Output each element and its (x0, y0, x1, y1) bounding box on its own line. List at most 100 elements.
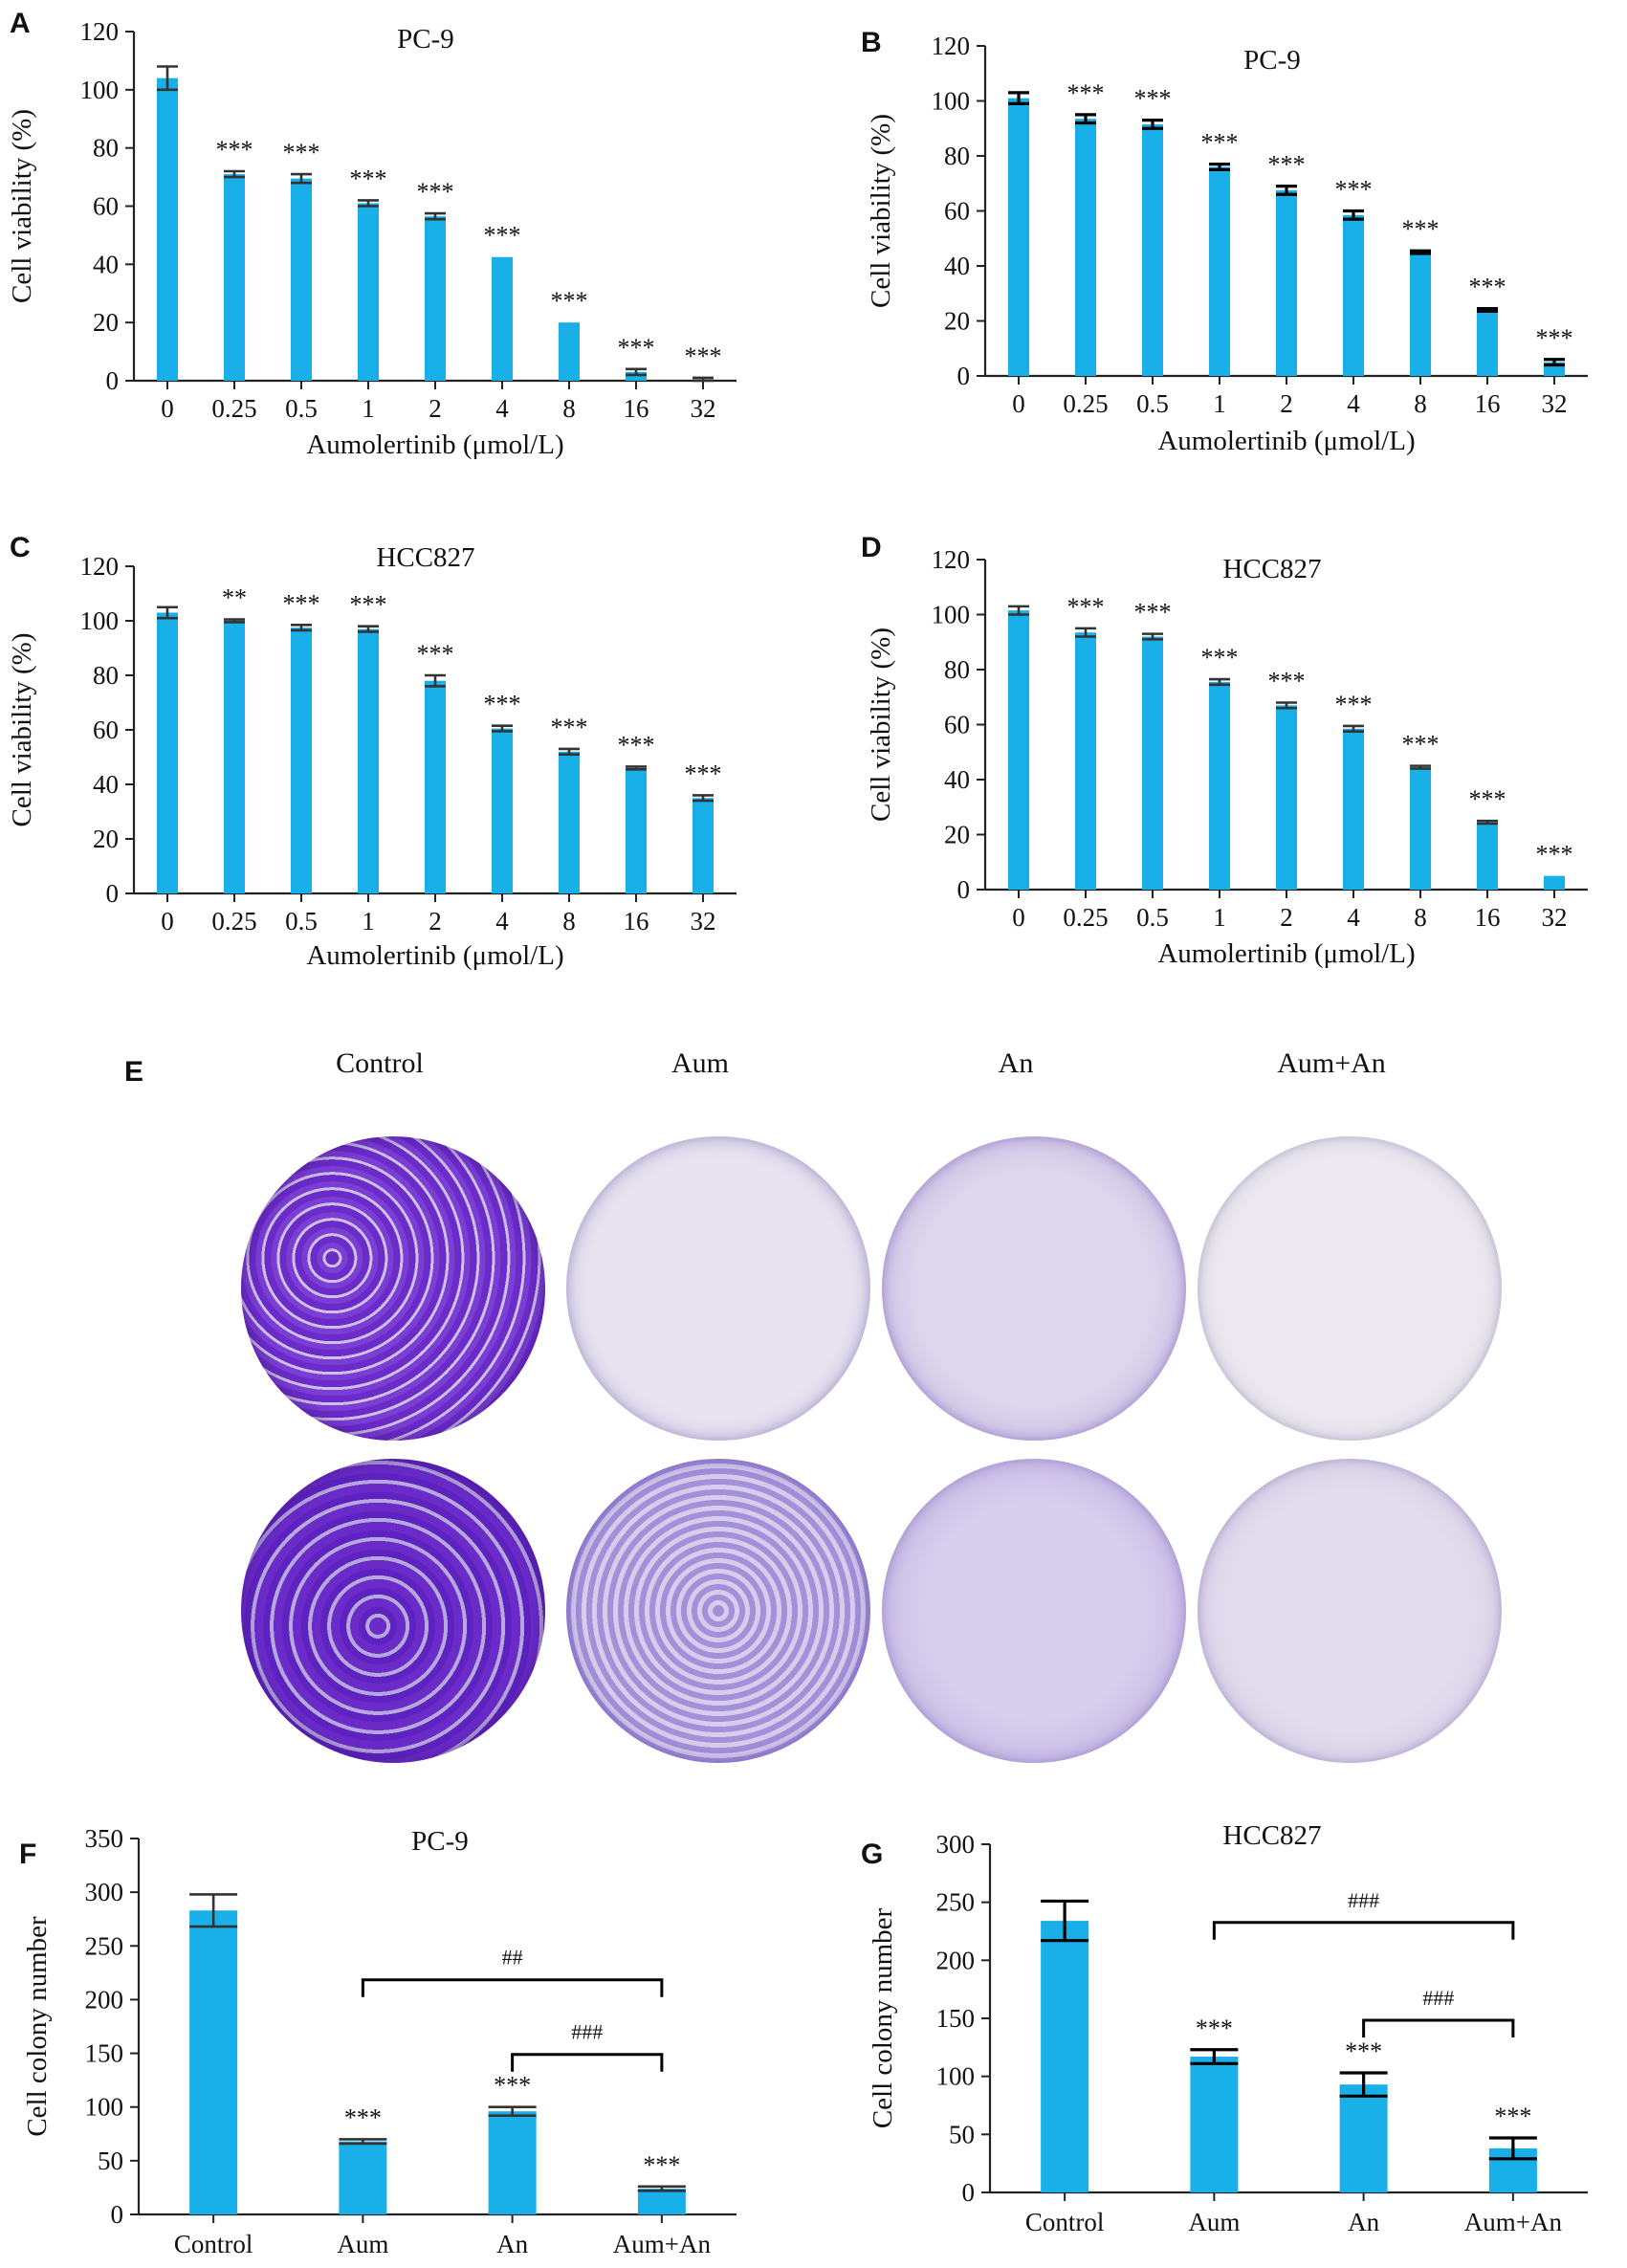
error-bar (224, 618, 245, 624)
x-tick-label: Aum+An (1464, 2208, 1563, 2236)
error-bar (1276, 701, 1297, 710)
error-bar (1041, 1899, 1089, 1943)
colony-formation-panel: Control Aum An Aum+An PC-9 HCC827 (220, 1047, 1540, 1774)
significance-mark: *** (283, 139, 320, 166)
chart-title: HCC827 (1222, 554, 1321, 584)
error-bar (425, 673, 446, 688)
panel-letter-g: G (861, 1839, 884, 1870)
y-tick-label: 0 (106, 879, 120, 908)
y-tick-label: 0 (957, 362, 971, 390)
y-tick-label: 200 (85, 1985, 124, 2014)
significance-mark: *** (216, 136, 253, 164)
significance-mark: *** (618, 334, 655, 362)
y-tick-label: 60 (944, 711, 970, 739)
colony-column-aum-an: Aum+An (1277, 1047, 1386, 1079)
x-tick-label: 32 (1542, 903, 1568, 932)
significance-mark: *** (1268, 668, 1306, 695)
significance-bracket: ## (361, 1946, 664, 1997)
y-tick-label: 120 (932, 32, 971, 60)
significance-mark: *** (1335, 176, 1373, 204)
x-tick-label: 32 (691, 394, 716, 423)
dish-hcc827-control (241, 1459, 545, 1763)
y-tick-label: 120 (80, 17, 120, 46)
x-tick-label: 0.5 (285, 394, 318, 423)
significance-mark: ** (222, 584, 247, 612)
y-tick-label: 80 (93, 134, 119, 163)
dish-hcc827-aum (566, 1459, 870, 1763)
x-tick-label: 16 (624, 907, 649, 936)
y-tick-label: 0 (962, 2178, 976, 2207)
significance-mark: *** (1268, 151, 1306, 179)
error-bar (339, 2138, 387, 2146)
bar-4 (492, 256, 513, 381)
x-tick-label: 32 (1542, 389, 1568, 418)
error-bar (224, 169, 245, 179)
y-axis-title: Cell viability (%) (7, 109, 37, 303)
y-tick-label: 20 (93, 825, 119, 853)
bar-1 (358, 203, 379, 381)
y-tick-label: 100 (80, 606, 120, 635)
error-bar (291, 623, 312, 632)
error-bar (1544, 358, 1565, 367)
x-tick-label: 8 (1414, 389, 1427, 418)
error-bar (1190, 2048, 1239, 2065)
significance-mark: *** (1536, 841, 1573, 869)
x-tick-label: 2 (429, 394, 442, 423)
significance-mark: *** (1494, 2103, 1531, 2130)
bar-Control (1041, 1921, 1089, 2192)
significance-mark: *** (1469, 274, 1506, 301)
bar-16 (626, 371, 647, 381)
y-tick-label: 150 (936, 2004, 976, 2033)
error-bar (1142, 119, 1163, 130)
y-tick-label: 300 (85, 1878, 124, 1906)
bar-1 (358, 628, 379, 893)
y-axis-title: Cell colony number (868, 1907, 898, 2128)
dish-pc9-an (882, 1136, 1186, 1441)
error-bar (1075, 113, 1096, 125)
significance-bracket: ### (1212, 1888, 1515, 1940)
y-tick-label: 50 (98, 2147, 123, 2175)
x-tick-label: 0.5 (1136, 903, 1169, 932)
bar-16 (1477, 822, 1498, 890)
chart-title: PC-9 (397, 24, 454, 55)
bar-0 (157, 612, 178, 893)
x-tick-label: 8 (562, 394, 576, 423)
x-tick-label: 1 (362, 394, 375, 423)
error-bar (1339, 2071, 1388, 2098)
x-tick-label: 1 (1213, 389, 1226, 418)
x-tick-label: 2 (1280, 903, 1293, 932)
bar-Control (189, 1910, 238, 2214)
error-bar (1343, 209, 1364, 221)
bar-32 (693, 798, 714, 893)
y-axis-title: Cell viability (%) (866, 114, 896, 308)
bar-0.25 (224, 174, 245, 381)
y-tick-label: 80 (944, 655, 970, 684)
y-tick-label: 80 (944, 142, 970, 170)
chart-title: HCC827 (1222, 1820, 1321, 1851)
bar-0.25 (1075, 119, 1096, 376)
chart-title: PC-9 (411, 1826, 469, 1857)
x-tick-label: 8 (1414, 903, 1427, 932)
error-bar (626, 367, 647, 377)
bar-An (1339, 2084, 1388, 2192)
significance-mark: *** (484, 222, 521, 250)
y-tick-label: 100 (932, 87, 971, 116)
dish-pc9-control (241, 1136, 545, 1441)
significance-mark: *** (417, 178, 454, 206)
error-bar (488, 2105, 537, 2117)
y-axis-title: Cell viability (%) (866, 628, 896, 822)
significance-mark: *** (283, 589, 320, 617)
error-bar (1075, 627, 1096, 638)
significance-bracket: ### (511, 2020, 664, 2072)
y-tick-label: 40 (93, 250, 119, 278)
error-bar (1142, 632, 1163, 641)
chart-f: 0 50 100 150 200 250 300 350 PC-9 Cell colony num… (22, 1824, 737, 2258)
error-bar (1410, 249, 1431, 255)
x-tick-label: 0.5 (1136, 389, 1169, 418)
error-bar (425, 211, 446, 221)
bar-8 (1410, 767, 1431, 890)
y-tick-label: 20 (944, 307, 970, 336)
bar-2 (1276, 189, 1297, 376)
y-tick-label: 250 (85, 1931, 124, 1960)
